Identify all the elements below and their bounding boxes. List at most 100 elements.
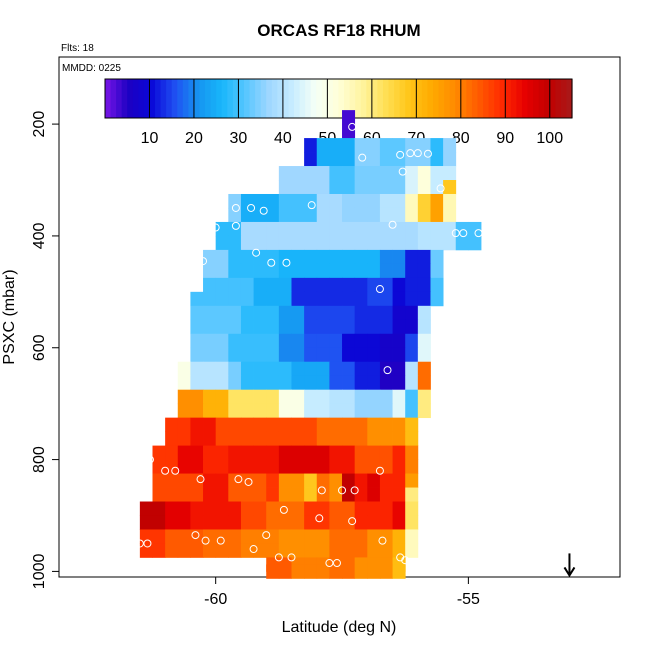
x-tick-label: -60 [204,591,227,608]
heatmap-cell [379,207,393,223]
heatmap-cell [379,375,393,391]
colorbar-segment [533,79,540,118]
heatmap-cell [367,249,381,265]
heatmap-cell [417,291,431,307]
heatmap-cell [291,235,305,251]
heatmap-cell [266,459,280,474]
colorbar-segment [210,79,217,118]
heatmap-cell [253,221,267,237]
colorbar-segment [249,79,256,118]
heatmap-cell [240,249,254,265]
axes: -60 -55 200 400 600 800 1000 [31,111,480,608]
heatmap-cell [240,347,254,363]
heatmap-cell [203,389,217,405]
heatmap-cell [354,375,368,391]
heatmap-cell [405,180,419,195]
x-tick-label: -55 [457,591,480,608]
heatmap-cell [304,375,318,391]
heatmap-cell [266,361,280,377]
heatmap-cell [405,501,419,516]
heatmap-cell [203,445,217,460]
flight-marker [317,486,326,495]
heatmap-cell [291,529,305,544]
colorbar-segment [105,79,112,118]
heatmap-cell [215,361,229,377]
flight-marker [332,559,341,568]
heatmap-cell [240,487,254,502]
heatmap-cell [266,389,280,405]
heatmap-cell [215,473,229,488]
heatmap-cell [278,403,292,419]
heatmap-cell [304,193,318,209]
heatmap-cell [152,487,166,502]
heatmap-cell [190,515,204,530]
heatmap-cell [215,319,229,335]
heatmap-cell [215,375,229,391]
colorbar-segment [271,79,278,118]
heatmap-cell [253,473,267,488]
colorbar-segment [538,79,545,118]
heatmap-cell [228,459,242,474]
heatmap-cell [203,361,217,377]
heatmap-cell [291,249,305,265]
date-note: MMDD: 0225 [62,63,121,74]
heatmap-cell [228,445,242,460]
y-tick-label: 200 [31,111,48,138]
heatmap-cell [253,263,267,279]
heatmap-cells [139,110,482,579]
heatmap-cell [304,221,318,237]
heatmap-cell [240,221,254,237]
heatmap-cell [316,347,330,363]
heatmap-cell [329,263,343,279]
heatmap-cell [278,431,292,447]
heatmap-cell [405,263,419,279]
heatmap-cell [329,166,343,181]
heatmap-cell [278,347,292,363]
heatmap-cell [266,445,280,460]
heatmap-cell [253,515,267,530]
heatmap-cell [342,487,356,502]
colorbar-segment [116,79,123,118]
heatmap-cell [203,319,217,335]
heatmap-cell [240,403,254,419]
x-axis-label: Latitude (deg N) [282,619,397,636]
colorbar-segment [188,79,195,118]
heatmap-cell [392,291,406,307]
colorbar-tick-label: 40 [274,130,292,147]
flight-marker [282,258,291,267]
heatmap-cell [228,291,242,307]
flight-marker [287,553,296,562]
heatmap-cell [329,333,343,349]
heatmap-cell [278,333,292,349]
heatmap-cell [215,515,229,530]
colorbar-segment [294,79,301,118]
heatmap-cell [354,543,368,558]
heatmap-cell [329,319,343,335]
heatmap-cell [215,277,229,293]
heatmap-cell [253,235,267,251]
colorbar-tick-label: 10 [141,130,159,147]
heatmap-cell [405,375,419,391]
heatmap-cell [215,487,229,502]
heatmap-cell [354,417,368,433]
heatmap-cell [316,389,330,405]
heatmap-cell [304,417,318,433]
colorbar-segment [299,79,306,118]
heatmap-cell [266,305,280,321]
colorbar-segment [143,79,151,118]
colorbar-segment [355,79,362,118]
heatmap-cell [177,375,191,391]
heatmap-cell [405,347,419,363]
heatmap-cell [342,403,356,419]
heatmap-cell [291,207,305,223]
flight-marker [262,531,271,540]
heatmap-cell [215,305,229,321]
heatmap-cell [405,277,419,293]
heatmap-cell [177,459,191,474]
heatmap-cell [215,529,229,544]
heatmap-cell [367,431,381,447]
heatmap-cell [240,445,254,460]
heatmap-cell [228,375,242,391]
heatmap-cell [342,564,356,579]
flight-marker [396,150,405,159]
